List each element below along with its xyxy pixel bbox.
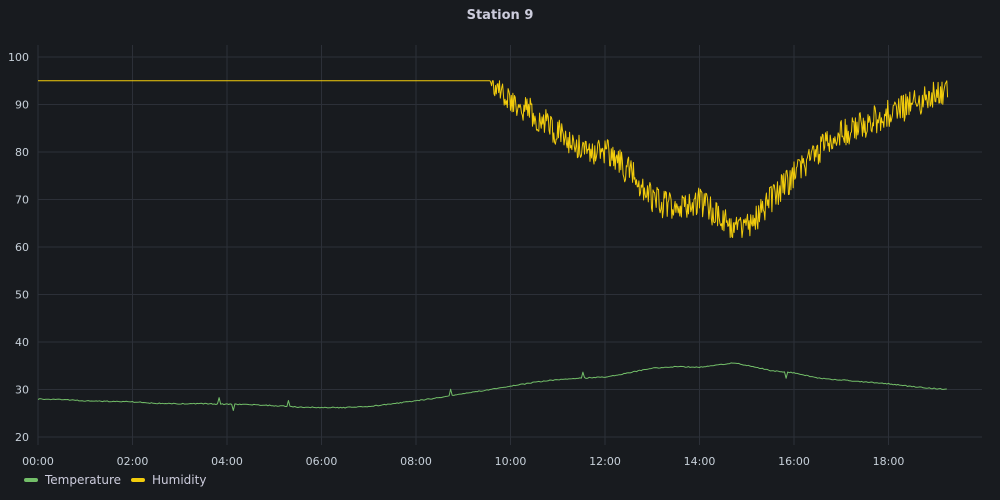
x-axis: 00:00 02:00 04:00 06:00 08:00 10:00 12:00 14:00… (22, 455, 904, 468)
y-tick-label-60: 60 (15, 241, 29, 254)
panel-title: Station 9 (466, 8, 534, 23)
x-tick-label-0400: 04:00 (211, 455, 243, 468)
x-tick-label-1000: 10:00 (495, 455, 527, 468)
x-tick-label-1600: 16:00 (778, 455, 810, 468)
legend-label-temperature: Temperature (45, 473, 122, 487)
y-tick-label-30: 30 (15, 384, 29, 397)
x-tick-label-1400: 14:00 (684, 455, 716, 468)
y-tick-label-80: 80 (15, 146, 29, 159)
legend-item-humidity[interactable]: Humidity (131, 473, 206, 487)
y-axis: 20 30 40 50 60 70 80 90 100 (8, 51, 29, 444)
y-tick-label-20: 20 (15, 431, 29, 444)
legend-label-humidity: Humidity (152, 473, 207, 487)
legend-item-temperature[interactable]: Temperature (24, 473, 121, 487)
series-layer (37, 80, 949, 411)
x-tick-label-0200: 02:00 (117, 455, 149, 468)
y-tick-label-70: 70 (15, 194, 29, 207)
y-tick-label-50: 50 (15, 289, 29, 302)
x-tick-label-0800: 08:00 (400, 455, 432, 468)
x-tick-label-1800: 18:00 (873, 455, 905, 468)
grid-lines (37, 45, 982, 445)
y-tick-label-90: 90 (15, 99, 29, 112)
legend: Temperature Humidity (24, 473, 216, 487)
y-tick-label-40: 40 (15, 336, 29, 349)
legend-swatch-temperature (24, 478, 38, 482)
series-line-humidity (38, 80, 949, 238)
series-line-temperature (37, 362, 947, 411)
x-tick-label-0000: 00:00 (22, 455, 54, 468)
x-tick-label-1200: 12:00 (589, 455, 621, 468)
x-tick-label-0600: 06:00 (306, 455, 338, 468)
y-tick-label-100: 100 (8, 51, 29, 64)
legend-swatch-humidity (131, 478, 146, 482)
